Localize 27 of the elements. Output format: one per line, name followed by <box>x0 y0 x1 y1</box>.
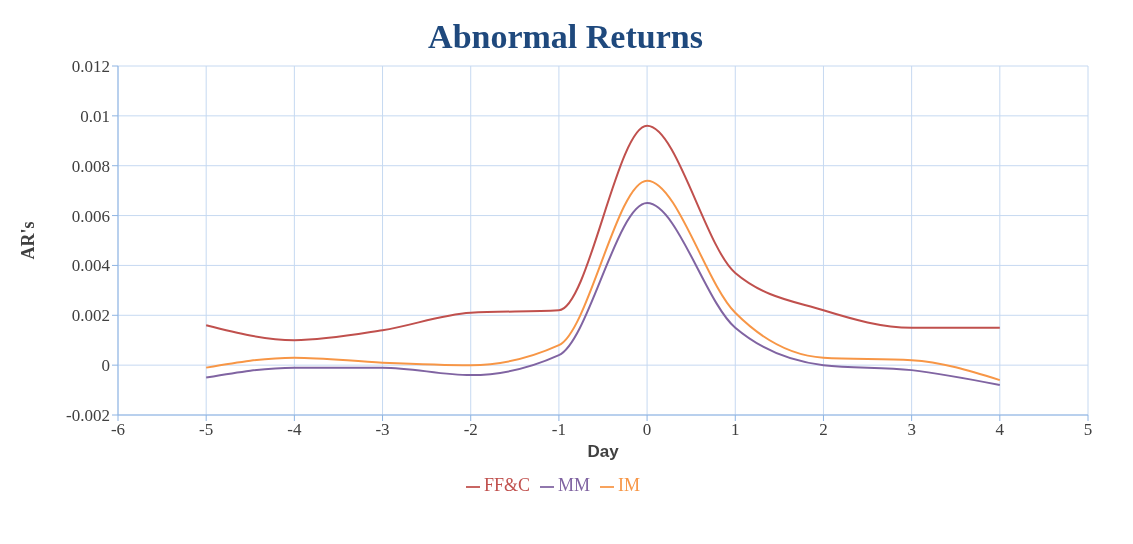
legend-label: IM <box>618 475 641 495</box>
x-tick-label: 5 <box>1083 420 1093 440</box>
y-tick-label: 0.002 <box>71 306 110 326</box>
x-tick-label: 2 <box>819 420 828 440</box>
y-tick-label: 0.01 <box>80 106 110 126</box>
legend-label: MM <box>558 475 591 495</box>
chart-title: Abnormal Returns <box>427 18 704 56</box>
line-series <box>205 124 1001 342</box>
y-tick-label: 0.008 <box>71 156 110 176</box>
x-tick-label: 3 <box>907 420 916 440</box>
y-tick-label: 0.006 <box>71 206 110 226</box>
x-tick-label: -2 <box>463 420 478 440</box>
x-axis-title: Day <box>587 442 620 461</box>
x-tick-label: -5 <box>199 420 214 440</box>
x-tick-label: 4 <box>995 420 1005 440</box>
y-tick-label: 0 <box>101 356 110 376</box>
legend-label: FF&C <box>483 475 530 495</box>
y-tick-label: 0.004 <box>71 256 111 276</box>
y-axis-title: AR's <box>18 221 39 260</box>
x-tick-label: 1 <box>731 420 740 440</box>
x-tick-label: -6 <box>110 420 126 440</box>
y-tick-label: -0.002 <box>66 406 110 426</box>
x-tick-label: -4 <box>287 420 302 440</box>
x-tick-label: 0 <box>642 420 652 440</box>
x-tick-label: -1 <box>551 420 566 440</box>
y-tick-label: 0.012 <box>71 57 110 77</box>
x-tick-label: -3 <box>375 420 390 440</box>
